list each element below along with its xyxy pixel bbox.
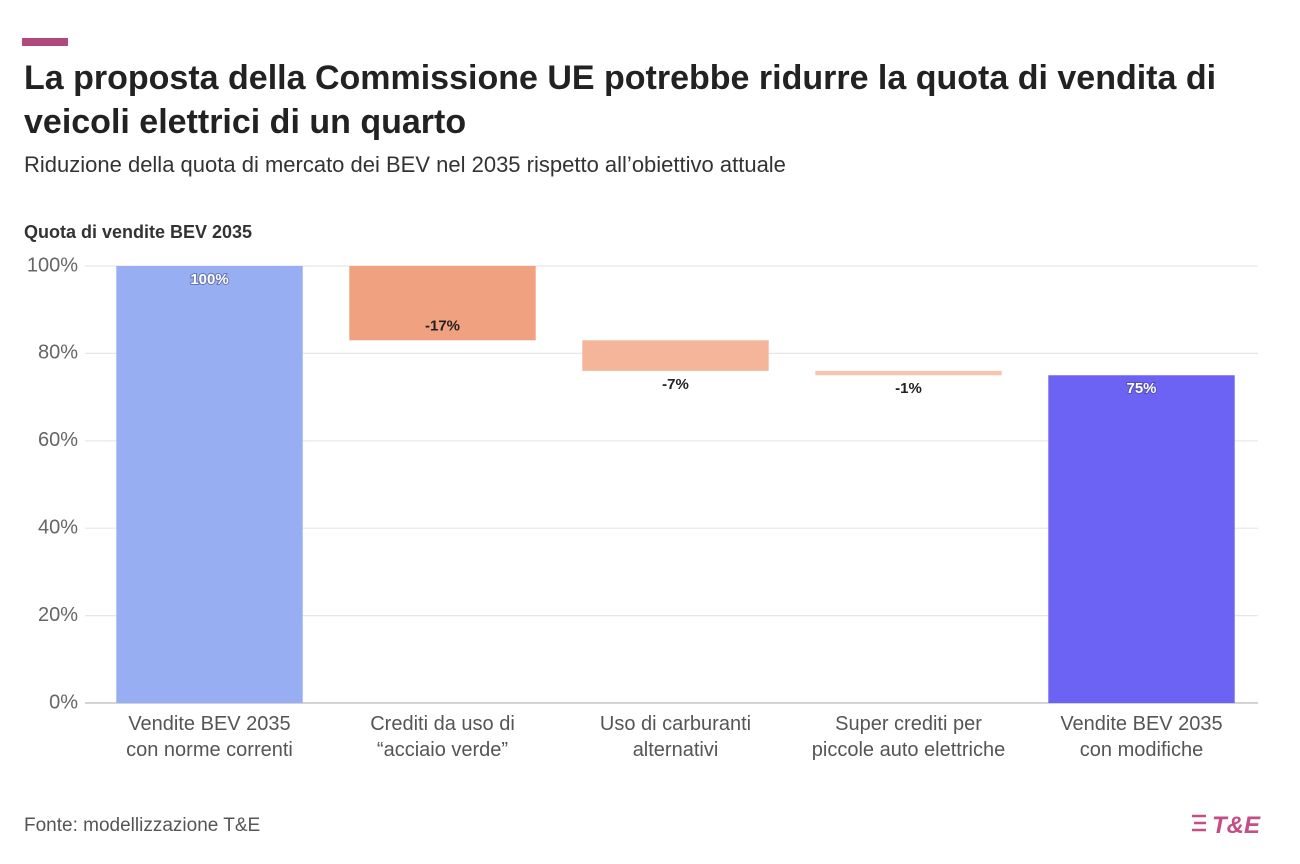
y-tick-label: 40%	[38, 516, 78, 538]
chart-title: La proposta della Commissione UE potrebb…	[24, 59, 1217, 141]
chart-subtitle: Riduzione della quota di mercato dei BEV…	[24, 152, 786, 177]
y-axis-title: Quota di vendite BEV 2035	[24, 222, 253, 242]
x-tick-label: Crediti da uso di “acciaio verde”	[370, 713, 515, 761]
y-tick-label: 0%	[49, 691, 78, 713]
x-tick-label: Super crediti per piccole auto elettrich…	[811, 713, 1006, 761]
y-tick-label: 100%	[27, 254, 78, 276]
x-tick-label: Uso di carburanti alternativi	[599, 713, 752, 761]
bar	[582, 340, 769, 371]
value-label: 100%	[190, 271, 228, 288]
value-label: -1%	[895, 380, 922, 397]
value-label: 75%	[1126, 380, 1156, 397]
y-tick-label: 60%	[38, 429, 78, 451]
logo-icon	[1192, 814, 1206, 832]
value-label: -7%	[662, 376, 689, 393]
accent-bar	[22, 38, 68, 46]
x-tick-label: Vendite BEV 2035 con norme correnti	[126, 713, 293, 761]
y-tick-label: 20%	[38, 604, 78, 626]
bar	[1048, 375, 1235, 703]
x-tick-label: Vendite BEV 2035 con modifiche	[1060, 713, 1223, 761]
bar	[349, 266, 536, 341]
source: Fonte: modellizzazione T&E	[24, 815, 261, 836]
bar	[815, 370, 1002, 376]
bar	[116, 266, 303, 703]
value-label: -17%	[425, 317, 460, 334]
logo: T&E	[1212, 812, 1260, 839]
y-tick-label: 80%	[38, 342, 78, 364]
